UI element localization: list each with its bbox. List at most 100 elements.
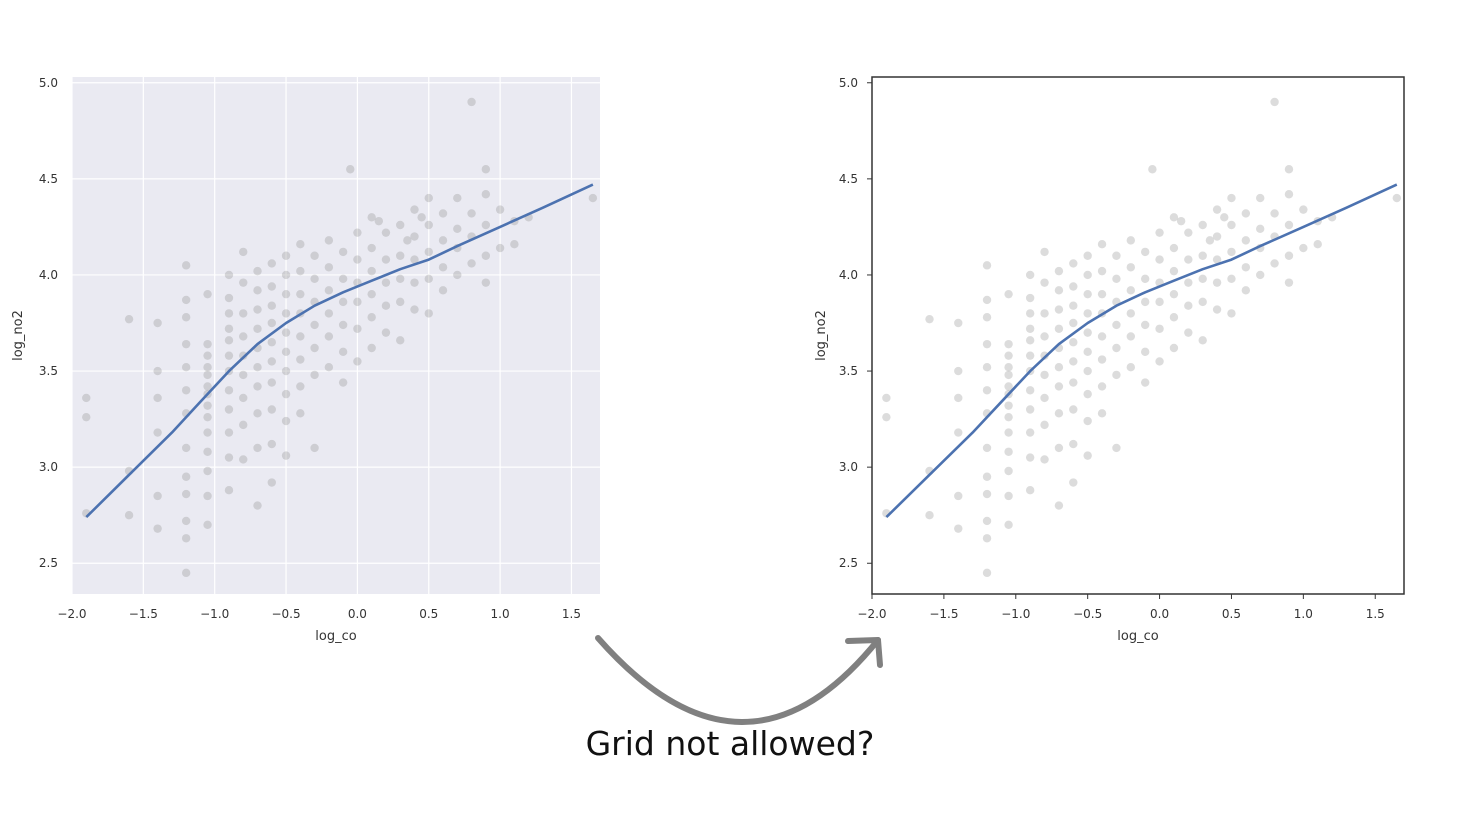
data-point xyxy=(153,393,162,403)
slide-caption: Grid not allowed? xyxy=(585,724,875,763)
data-point xyxy=(367,213,376,222)
data-point xyxy=(1126,309,1136,318)
data-point xyxy=(982,568,992,578)
data-point xyxy=(239,351,248,360)
data-point xyxy=(374,216,384,226)
data-point xyxy=(224,453,234,462)
data-point xyxy=(253,363,262,372)
data-point xyxy=(1004,351,1013,360)
data-point xyxy=(1054,501,1064,510)
data-point xyxy=(253,324,262,333)
data-point xyxy=(267,318,276,328)
data-point xyxy=(1299,243,1308,253)
data-point xyxy=(1054,266,1064,276)
data-point xyxy=(239,455,248,464)
data-point xyxy=(1083,366,1092,376)
data-point xyxy=(410,232,419,241)
data-point xyxy=(353,324,362,333)
data-point xyxy=(925,314,934,324)
data-point xyxy=(203,351,212,360)
data-point xyxy=(1004,428,1013,437)
data-point xyxy=(1241,209,1251,218)
data-point xyxy=(1184,301,1193,310)
data-point xyxy=(1040,332,1049,341)
data-point xyxy=(1212,232,1222,241)
data-point xyxy=(1184,278,1193,287)
data-point xyxy=(124,314,134,324)
x-tick-label: −2.0 xyxy=(57,607,86,621)
data-point xyxy=(1025,453,1035,462)
data-point xyxy=(438,263,448,272)
data-point xyxy=(1198,336,1207,345)
x-tick-label: 1.5 xyxy=(1366,607,1385,621)
data-point xyxy=(982,516,992,526)
data-point xyxy=(253,266,262,276)
data-point xyxy=(481,251,491,260)
data-point xyxy=(1040,420,1049,430)
data-point xyxy=(338,297,348,307)
data-point xyxy=(1169,243,1179,253)
data-point xyxy=(324,332,334,341)
data-point xyxy=(1083,251,1092,260)
data-point xyxy=(203,401,212,410)
data-point xyxy=(1004,412,1013,422)
data-point xyxy=(203,520,212,530)
data-point xyxy=(1025,405,1035,414)
data-point xyxy=(954,366,963,376)
x-axis-label: log_co xyxy=(1117,629,1158,644)
data-point xyxy=(1256,224,1265,234)
data-point xyxy=(1198,220,1207,230)
data-point xyxy=(1169,289,1179,299)
data-point xyxy=(324,309,334,318)
data-point xyxy=(353,228,362,237)
data-point xyxy=(203,289,212,299)
data-point xyxy=(239,309,248,318)
data-point xyxy=(1184,228,1193,237)
data-point xyxy=(296,355,305,364)
data-point xyxy=(982,443,992,453)
data-point xyxy=(310,370,319,380)
y-axis-label: log_no2 xyxy=(11,310,26,361)
data-point xyxy=(239,278,248,287)
data-point xyxy=(224,351,234,360)
data-point xyxy=(1155,357,1164,366)
y-tick-label: 2.5 xyxy=(839,556,858,570)
data-point xyxy=(1284,220,1294,230)
data-point xyxy=(954,428,963,437)
data-point xyxy=(224,405,234,414)
data-point xyxy=(281,416,291,426)
data-point xyxy=(296,240,305,249)
data-point xyxy=(253,443,262,453)
data-point xyxy=(982,472,992,481)
data-point xyxy=(1227,309,1236,318)
data-point xyxy=(281,309,291,318)
data-point xyxy=(467,97,476,107)
data-point xyxy=(203,491,212,501)
data-point xyxy=(481,190,491,199)
data-point xyxy=(396,274,405,284)
data-point xyxy=(338,320,348,330)
data-point xyxy=(1069,301,1078,310)
data-point xyxy=(181,295,191,305)
data-point xyxy=(396,251,405,260)
data-point xyxy=(203,428,212,437)
data-point xyxy=(438,236,448,245)
data-point xyxy=(1270,97,1279,107)
x-tick-label: 0.5 xyxy=(1222,607,1241,621)
data-point xyxy=(1198,251,1207,260)
data-point xyxy=(1112,274,1121,284)
data-point xyxy=(510,240,519,249)
data-point xyxy=(982,363,992,372)
data-point xyxy=(338,378,348,387)
data-point xyxy=(1069,439,1078,449)
data-point xyxy=(281,347,291,357)
data-point xyxy=(381,328,391,337)
data-point xyxy=(203,363,212,372)
data-point xyxy=(1112,320,1121,330)
data-point xyxy=(1025,486,1035,495)
data-point xyxy=(1025,351,1035,360)
data-point xyxy=(1054,305,1064,314)
data-point xyxy=(181,489,191,499)
data-point xyxy=(338,347,348,357)
data-point xyxy=(1069,478,1078,487)
